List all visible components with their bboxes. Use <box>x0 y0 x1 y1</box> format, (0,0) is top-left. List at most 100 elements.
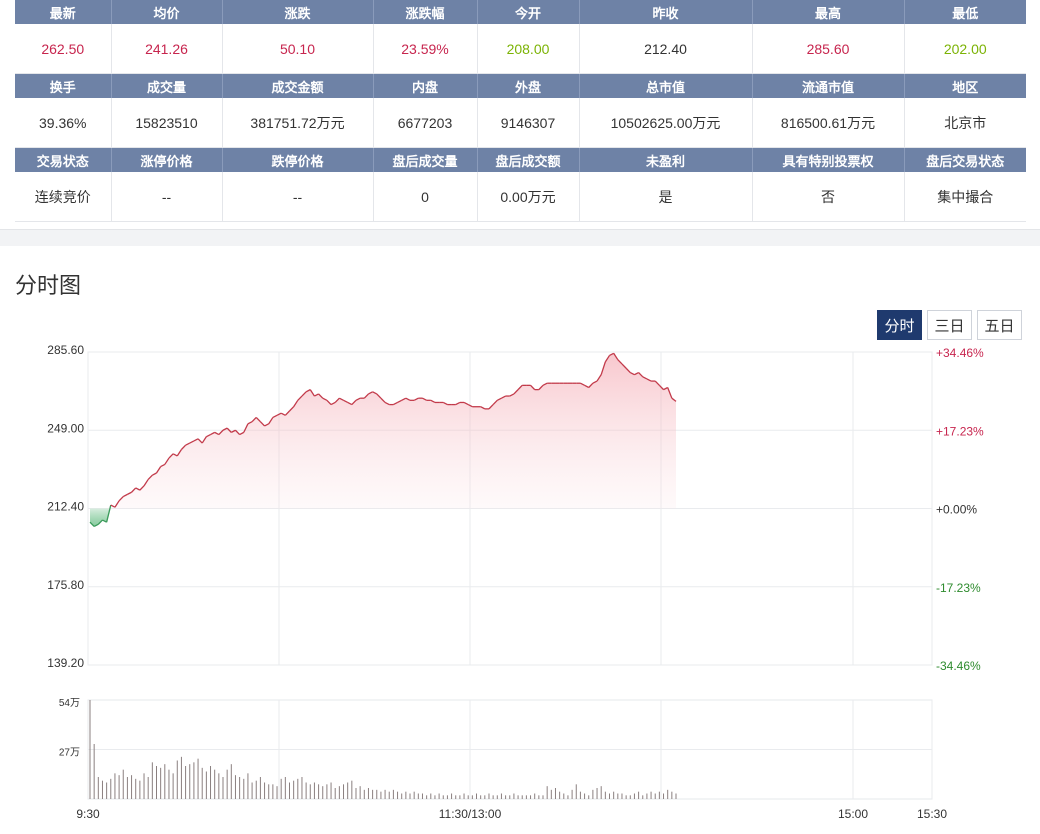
price-line-segment <box>305 389 311 393</box>
quote-value-cell: 否 <box>752 172 905 222</box>
quote-value-cell: 0.00万元 <box>477 172 580 222</box>
quote-header-cell: 外盘 <box>477 73 580 98</box>
price-line-segment <box>600 361 606 375</box>
price-line-segment <box>89 521 95 527</box>
pct-tick-label: -34.46% <box>936 659 981 673</box>
price-line-segment <box>189 440 195 444</box>
price-line-segment <box>538 384 544 391</box>
price-line-segment <box>276 412 282 416</box>
price-line-segment <box>430 399 436 404</box>
price-line-segment <box>613 352 619 361</box>
price-tick-label: 175.80 <box>47 578 84 592</box>
price-line-segment <box>185 442 191 446</box>
quote-value-row: 39.36% 15823510 381751.72万元 6677203 9146307 1… <box>15 98 1026 148</box>
quote-header-cell: 换手 <box>15 73 112 98</box>
quote-value-cell: 50.10 <box>222 24 374 74</box>
price-line-segment <box>347 401 353 406</box>
price-line-segment <box>663 386 668 391</box>
quote-header-cell: 均价 <box>111 0 223 24</box>
quote-header-cell: 最高 <box>752 0 905 24</box>
price-line-segment <box>513 389 519 395</box>
price-line-segment <box>131 487 137 493</box>
price-line-segment <box>397 399 402 404</box>
price-line-segment <box>152 472 157 476</box>
quote-table: 最新 均价 涨跌 涨跌幅 今开 昨收 最高 最低 262.50 241.26 50.10 23.59%… <box>15 0 1026 222</box>
price-line-segment <box>272 414 278 419</box>
quote-header-cell: 今开 <box>477 0 580 24</box>
price-tick-label: 249.00 <box>47 421 84 435</box>
quote-header-cell: 未盈利 <box>579 147 753 172</box>
price-line-segment <box>264 423 270 427</box>
price-line-segment <box>259 421 266 427</box>
price-line-segment <box>376 393 382 399</box>
quote-header-cell: 最新 <box>15 0 112 24</box>
price-line-segment <box>201 436 207 444</box>
price-line-segment <box>127 491 132 495</box>
price-line-segment <box>380 397 386 403</box>
volume-tick-label: 54万 <box>59 698 80 709</box>
price-line-segment <box>226 427 232 433</box>
chart-tabs: 分时 三日 五日 <box>877 310 1022 340</box>
price-line-segment <box>517 384 523 391</box>
quote-value-cell: 0 <box>373 172 478 222</box>
price-line-segment <box>509 393 515 397</box>
price-line-segment <box>251 416 257 423</box>
price-line-segment <box>405 397 411 401</box>
price-line-segment <box>393 401 398 406</box>
price-line-segment <box>609 352 614 356</box>
price-line-segment <box>206 433 211 438</box>
price-line-segment <box>284 410 290 416</box>
price-line-segment <box>234 429 241 435</box>
quote-header-cell: 涨停价格 <box>111 147 223 172</box>
price-line-segment <box>172 453 178 457</box>
price-line-segment <box>255 416 261 423</box>
price-line-segment <box>455 401 461 406</box>
price-area-down <box>90 508 676 527</box>
quote-header-cell: 交易状态 <box>15 147 112 172</box>
price-line-segment <box>102 519 107 523</box>
quote-value-cell: 10502625.00万元 <box>579 98 753 148</box>
price-line-segment <box>384 401 390 406</box>
price-line-segment <box>193 438 199 442</box>
quote-header-cell: 盘后交易状态 <box>904 147 1026 172</box>
price-line-segment <box>243 423 249 433</box>
price-line-segment <box>139 485 145 491</box>
price-line-segment <box>268 417 274 425</box>
price-line-segment <box>368 391 373 395</box>
quote-header-row: 最新 均价 涨跌 涨跌幅 今开 昨收 最高 最低 <box>15 0 1026 24</box>
tab-five-day[interactable]: 五日 <box>977 310 1022 340</box>
price-line-segment <box>638 372 644 378</box>
quote-value-cell: 是 <box>579 172 753 222</box>
tab-intraday[interactable]: 分时 <box>877 310 922 340</box>
price-line-segment <box>463 401 469 406</box>
price-tick-label: 285.60 <box>47 343 84 357</box>
price-line-segment <box>372 391 378 395</box>
price-line-segment <box>155 466 162 474</box>
price-line-segment <box>293 399 299 408</box>
price-line-segment <box>480 406 486 410</box>
price-tick-label: 139.20 <box>47 656 84 670</box>
price-area-up <box>90 353 676 509</box>
price-line-segment <box>492 399 498 406</box>
price-line-segment <box>105 504 112 523</box>
price-line-segment <box>401 397 407 401</box>
quote-value-cell: 6677203 <box>373 98 478 148</box>
price-line-segment <box>617 359 623 365</box>
price-line-segment <box>343 399 348 404</box>
quote-header-cell: 盘后成交量 <box>373 147 478 172</box>
price-line-segment <box>654 380 660 386</box>
pct-tick-label: +34.46% <box>936 346 984 360</box>
quote-header-cell: 总市值 <box>579 73 753 98</box>
price-line-segment <box>501 395 506 399</box>
price-line-segment <box>413 397 419 401</box>
quote-header-cell: 跌停价格 <box>222 147 374 172</box>
price-line-segment <box>231 429 236 433</box>
quote-value-cell: 285.60 <box>752 24 905 74</box>
quote-value-cell: 集中撮合 <box>904 172 1026 222</box>
price-line-segment <box>114 500 120 508</box>
price-line-segment <box>301 391 307 397</box>
price-line-segment <box>168 453 174 459</box>
tab-three-day[interactable]: 三日 <box>927 310 972 340</box>
price-line-segment <box>671 397 677 402</box>
price-line-segment <box>634 371 639 376</box>
